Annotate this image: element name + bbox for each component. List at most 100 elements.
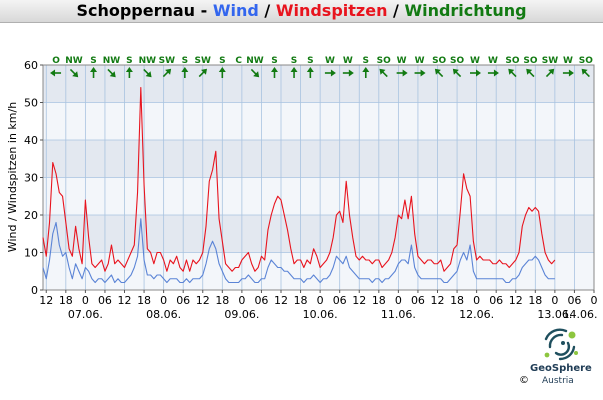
title-wind: Wind xyxy=(212,1,259,20)
wind-direction-label: O xyxy=(52,56,60,66)
wind-direction-arrow-icon xyxy=(342,69,354,77)
chart-band xyxy=(43,140,594,178)
wind-direction-arrow-icon xyxy=(198,68,208,78)
wind-direction-label: C xyxy=(235,56,242,66)
wind-direction-row: O NW S NW S NW SW S SW S C NW S S S W W S SO W W SO SO W W SO SO SW… xyxy=(50,56,593,78)
wind-direction-label: W xyxy=(397,56,407,66)
y-tick-label: 0 xyxy=(31,284,38,297)
wind-direction-arrow-icon xyxy=(50,69,62,77)
arrow-head xyxy=(270,67,278,72)
wind-direction-label: SW xyxy=(195,56,211,66)
arrow-head xyxy=(568,69,574,77)
x-tick-label: 06 xyxy=(489,294,503,307)
wind-direction-arrow-icon xyxy=(379,68,388,78)
date-label: 08.06. xyxy=(146,308,181,321)
wind-direction-label: SO xyxy=(523,56,537,66)
arrow-head xyxy=(306,67,314,72)
wind-direction-label: NW xyxy=(139,56,157,66)
series-line-wind xyxy=(42,218,555,284)
wind-direction-arrow-icon xyxy=(396,69,408,77)
title-separator: / xyxy=(258,1,276,20)
arrow-head xyxy=(290,67,298,72)
brand-name: GeoSphere xyxy=(530,363,592,374)
arrow-head xyxy=(330,69,336,77)
arrow-head xyxy=(402,69,408,77)
wind-direction-label: SO xyxy=(505,56,519,66)
x-tick-label: 18 xyxy=(59,294,73,307)
arrow-head xyxy=(218,67,226,72)
arrow-head xyxy=(420,69,426,77)
wind-direction-arrow-icon xyxy=(250,68,260,78)
wind-direction-arrow-icon xyxy=(469,69,481,77)
x-tick-label: 0 xyxy=(395,294,402,307)
title-separator: / xyxy=(387,1,405,20)
wind-direction-arrow-icon xyxy=(290,67,298,78)
wind-direction-label: SW xyxy=(159,56,175,66)
x-tick-label: 06 xyxy=(567,294,581,307)
arrow-head xyxy=(581,68,588,75)
arrow-head xyxy=(508,68,515,75)
x-tick-label: 06 xyxy=(411,294,425,307)
title-direction: Windrichtung xyxy=(404,1,527,20)
date-label: 12.06. xyxy=(459,308,494,321)
y-tick-label: 50 xyxy=(24,97,38,110)
x-tick-label: 0 xyxy=(317,294,324,307)
wind-direction-arrow-icon xyxy=(270,67,278,78)
chart-bands xyxy=(43,65,594,290)
x-tick-label: 18 xyxy=(294,294,308,307)
arrow-head xyxy=(493,69,499,77)
x-tick-label: 06 xyxy=(333,294,347,307)
x-tick-label: 12 xyxy=(274,294,288,307)
y-tick-label: 40 xyxy=(24,134,38,147)
wind-direction-label: SO xyxy=(450,56,464,66)
y-axis-label: Wind / Windspitzen in km/h xyxy=(6,102,19,252)
chart-title: Schoppernau - Wind / Windspitzen / Windr… xyxy=(0,0,603,23)
wind-direction-arrow-icon xyxy=(434,68,444,78)
arrow-head xyxy=(109,71,116,78)
date-labels: 07.06. 08.06. 09.06. 10.06. 11.06. 12.06. 13.0… xyxy=(68,308,598,321)
arrow-head xyxy=(200,68,208,75)
x-tick-label: 18 xyxy=(215,294,229,307)
wind-direction-arrow-icon xyxy=(452,68,462,78)
date-label: 14.06. xyxy=(563,308,598,321)
y-axis: 0 10 20 30 40 50 60 xyxy=(24,59,43,297)
x-tick-label: 0 xyxy=(238,294,245,307)
wind-direction-arrow-icon xyxy=(508,68,517,78)
y-tick-label: 20 xyxy=(24,209,38,222)
chart-band xyxy=(43,65,594,103)
arrow-head xyxy=(253,71,260,78)
wind-direction-label: W xyxy=(488,56,498,66)
series-line-gusts xyxy=(42,86,556,272)
x-tick-label: 12 xyxy=(431,294,445,307)
x-tick-label: 12 xyxy=(509,294,523,307)
x-tick-label: 06 xyxy=(176,294,190,307)
wind-direction-arrow-icon xyxy=(526,68,535,78)
x-tick-label: 0 xyxy=(551,294,558,307)
y-tick-label: 10 xyxy=(24,247,38,260)
wind-direction-arrow-icon xyxy=(545,68,555,78)
date-label: 07.06. xyxy=(68,308,103,321)
x-tick-label: 0 xyxy=(473,294,480,307)
wind-direction-arrow-icon xyxy=(90,67,98,78)
geosphere-logo-icon xyxy=(544,328,578,361)
wind-direction-label: SW xyxy=(542,56,558,66)
y-tick-label: 60 xyxy=(24,59,38,72)
wind-direction-label: NW xyxy=(65,56,83,66)
arrow-head xyxy=(548,68,555,75)
y-tick-label: 30 xyxy=(24,172,38,185)
wind-direction-label: NW xyxy=(246,56,264,66)
brand-country: Austria xyxy=(542,376,574,386)
x-tick-label: 0 xyxy=(160,294,167,307)
wind-direction-label: S xyxy=(363,56,369,66)
wind-direction-label: S xyxy=(307,56,313,66)
brand-copyright: © xyxy=(519,375,529,386)
x-tick-label: 06 xyxy=(254,294,268,307)
wind-direction-arrow-icon xyxy=(107,68,116,78)
chart-series xyxy=(42,86,556,284)
wind-direction-label: S xyxy=(126,56,132,66)
wind-direction-arrow-icon xyxy=(362,67,370,78)
wind-direction-label: S xyxy=(291,56,297,66)
x-tick-label: 0 xyxy=(591,294,598,307)
arrow-head xyxy=(125,67,133,72)
wind-direction-label: S xyxy=(90,56,96,66)
